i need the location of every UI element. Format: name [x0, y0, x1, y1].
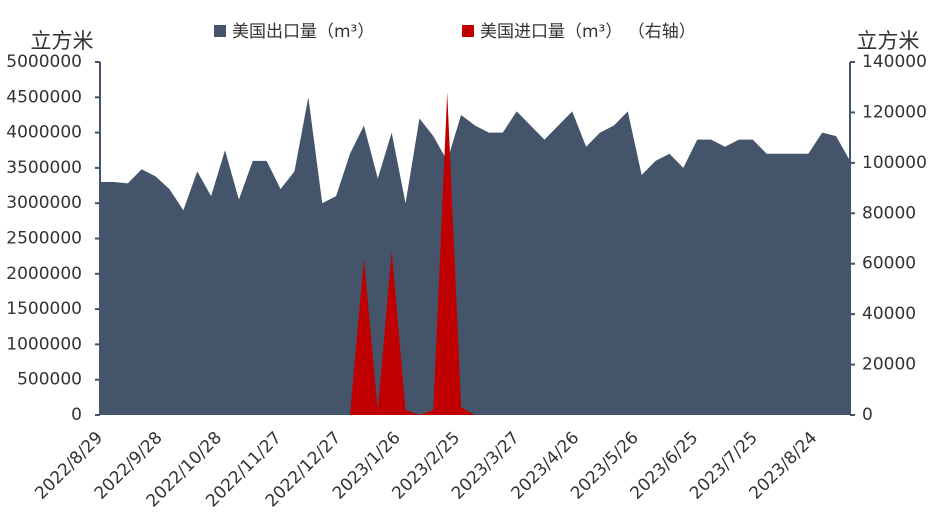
y-tick-label: 2000000 [6, 264, 82, 284]
area [100, 97, 850, 416]
y-tick-label: 3500000 [6, 158, 82, 178]
y-tick-label: 1500000 [6, 299, 82, 319]
y2-tick-label: 100000 [862, 153, 927, 173]
legend-label: 美国出口量（m³） [232, 22, 374, 42]
y-tick-label: 4000000 [6, 123, 82, 143]
y-tick-label: 5000000 [6, 52, 82, 72]
y2-tick-label: 80000 [862, 203, 916, 223]
y2-tick-label: 40000 [862, 304, 916, 324]
y-tick-label: 0 [71, 405, 82, 425]
y-tick-label: 500000 [17, 370, 82, 390]
legend-swatch [462, 25, 474, 37]
y2-tick-label: 20000 [862, 355, 916, 375]
y-tick-label: 4500000 [6, 87, 82, 107]
y-tick-label: 2500000 [6, 229, 82, 249]
y2-tick-label: 120000 [862, 102, 927, 122]
y-tick-label: 1000000 [6, 334, 82, 354]
y2-tick-label: 60000 [862, 254, 916, 274]
y2-axis-label: 立方米 [857, 29, 920, 53]
y2-tick-label: 0 [862, 405, 873, 425]
legend-swatch [214, 25, 226, 37]
y2-tick-label: 140000 [862, 52, 927, 72]
y-axis-label: 立方米 [31, 29, 94, 53]
legend-label: 美国进口量（m³） （右轴） [480, 22, 696, 42]
y-tick-label: 3000000 [6, 193, 82, 213]
